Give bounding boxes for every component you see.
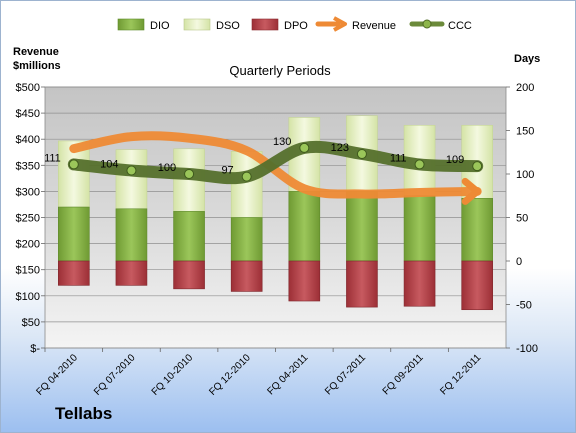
bar-dio <box>58 206 90 262</box>
legend-label-dio: DIO <box>150 20 170 32</box>
legend-label-dpo: DPO <box>284 20 308 32</box>
chart-title: Quarterly Periods <box>229 63 331 78</box>
ccc-data-label: 123 <box>331 142 349 154</box>
ccc-point <box>356 148 367 159</box>
left-axis-title-line2: $millions <box>13 60 61 72</box>
right-tick-label: -50 <box>516 300 532 312</box>
left-tick-label: $250 <box>16 213 40 225</box>
bar-dpo <box>403 260 436 307</box>
revenue-arrowhead <box>461 177 481 205</box>
ccc-point <box>126 165 137 176</box>
lines: 111 104 100 97 130 123 111 109 <box>44 131 484 205</box>
legend-item-dpo: DPO <box>251 18 308 32</box>
ccc-data-label: 111 <box>44 152 61 164</box>
x-tick-label: FQ 09-2011 <box>381 352 426 397</box>
right-tick-label: 200 <box>516 82 534 94</box>
legend-item-ccc: CCC <box>409 19 472 32</box>
x-tick-label: FQ 04-2011 <box>265 352 310 397</box>
legend: DIO DSO DPO Revenue CCC <box>117 16 472 32</box>
ccc-point <box>414 159 425 170</box>
ccc-point <box>241 171 252 182</box>
bar-dso <box>115 149 148 210</box>
series-line-revenue <box>69 131 482 199</box>
left-tick-label: $200 <box>16 239 40 251</box>
bar-dpo <box>58 260 90 286</box>
ccc-data-label: 130 <box>273 136 291 148</box>
legend-item-revenue: Revenue <box>315 16 396 32</box>
left-tick-label: $300 <box>16 186 40 198</box>
left-tick-label: $350 <box>16 160 40 172</box>
bar-dpo <box>461 260 493 311</box>
x-tick-label: FQ 12-2010 <box>207 352 253 398</box>
bar-dio <box>115 208 148 262</box>
ccc-point <box>184 169 195 179</box>
ccc-point <box>472 161 483 172</box>
left-tick-label: $100 <box>16 291 40 303</box>
bar-dso <box>230 151 263 218</box>
company-name: Tellabs <box>55 404 113 423</box>
bar-dio <box>173 211 205 262</box>
left-tick-label: $- <box>30 343 40 355</box>
legend-item-dso: DSO <box>183 18 240 32</box>
legend-item-dio: DIO <box>117 18 170 32</box>
x-tick-label: FQ 10-2010 <box>150 352 196 398</box>
right-tick-label: 150 <box>516 126 534 138</box>
legend-label-revenue: Revenue <box>352 20 396 32</box>
ccc-data-label: 104 <box>100 159 118 171</box>
bar-dpo <box>115 260 148 286</box>
ccc-data-label: 97 <box>221 165 233 177</box>
right-axis-title: Days <box>514 53 540 65</box>
x-tick-label: FQ 07-2011 <box>323 352 368 397</box>
bars <box>58 115 493 311</box>
legend-label-ccc: CCC <box>448 20 472 32</box>
x-tick-label: FQ 04-2010 <box>34 352 80 398</box>
x-tick-label: FQ 12-2011 <box>438 352 483 397</box>
right-tick-label: 50 <box>516 213 528 225</box>
left-tick-label: $450 <box>16 108 40 120</box>
bar-dpo <box>288 260 321 302</box>
bar-dpo <box>173 260 205 290</box>
bar-dpo <box>346 260 378 308</box>
right-tick-label: 0 <box>516 256 522 268</box>
left-axis-title-line1: Revenue <box>13 46 59 58</box>
ccc-data-label: 109 <box>446 154 464 166</box>
bar-dio <box>403 195 436 262</box>
bar-dpo <box>230 260 263 292</box>
right-tick-label: -100 <box>516 343 538 355</box>
ccc-point <box>68 159 79 170</box>
left-tick-label: $50 <box>22 317 40 329</box>
ccc-data-label: 100 <box>158 162 176 174</box>
bar-dio <box>346 191 378 262</box>
bar-dio <box>461 198 493 262</box>
legend-label-dso: DSO <box>216 20 240 32</box>
left-tick-label: $150 <box>16 265 40 277</box>
ccc-point <box>299 142 310 153</box>
left-tick-label: $500 <box>16 82 40 94</box>
bar-dio <box>230 217 263 262</box>
left-axis-title: Revenue $millions <box>13 45 61 73</box>
ccc-data-label: 111 <box>390 152 407 164</box>
series-line-ccc <box>67 140 484 185</box>
right-tick-label: 100 <box>516 169 534 181</box>
bar-dio <box>288 191 321 262</box>
left-tick-label: $400 <box>16 134 40 146</box>
x-tick-label: FQ 07-2010 <box>92 352 138 398</box>
